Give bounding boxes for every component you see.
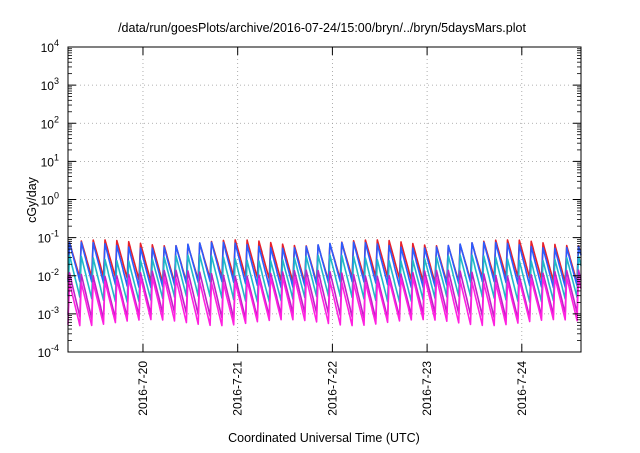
y-tick-label: 10-3 bbox=[38, 305, 59, 322]
y-tick-label: 101 bbox=[41, 152, 59, 169]
x-tick-label: 2016-7-23 bbox=[420, 361, 434, 416]
x-tick-label: 2016-7-22 bbox=[325, 361, 339, 416]
x-tick-label: 2016-7-24 bbox=[515, 361, 529, 416]
y-tick-label: 100 bbox=[41, 191, 59, 208]
y-tick-label: 102 bbox=[41, 114, 59, 131]
series-line bbox=[67, 276, 582, 327]
chart-title: /data/run/goesPlots/archive/2016-07-24/1… bbox=[118, 21, 526, 35]
axis-layer: 10-4 10-3 10-2 10-1 100 101 102 103 104 2016-7-20… bbox=[38, 38, 581, 416]
y-tick-label: 10-1 bbox=[38, 229, 59, 246]
series-layer bbox=[67, 239, 582, 327]
y-tick-label: 103 bbox=[41, 76, 59, 93]
y-tick-label: 10-2 bbox=[38, 267, 59, 284]
series-line bbox=[67, 254, 582, 303]
x-tick-label: 2016-7-20 bbox=[136, 361, 150, 416]
series-line bbox=[67, 241, 582, 289]
x-tick-label: 2016-7-21 bbox=[231, 361, 245, 416]
grid-layer bbox=[68, 47, 581, 352]
y-tick-label: 10-4 bbox=[38, 343, 59, 360]
y-axis-label: cGy/day bbox=[25, 176, 39, 223]
x-axis-label: Coordinated Universal Time (UTC) bbox=[228, 431, 420, 445]
series-line bbox=[67, 269, 582, 320]
y-tick-label: 104 bbox=[41, 38, 59, 55]
